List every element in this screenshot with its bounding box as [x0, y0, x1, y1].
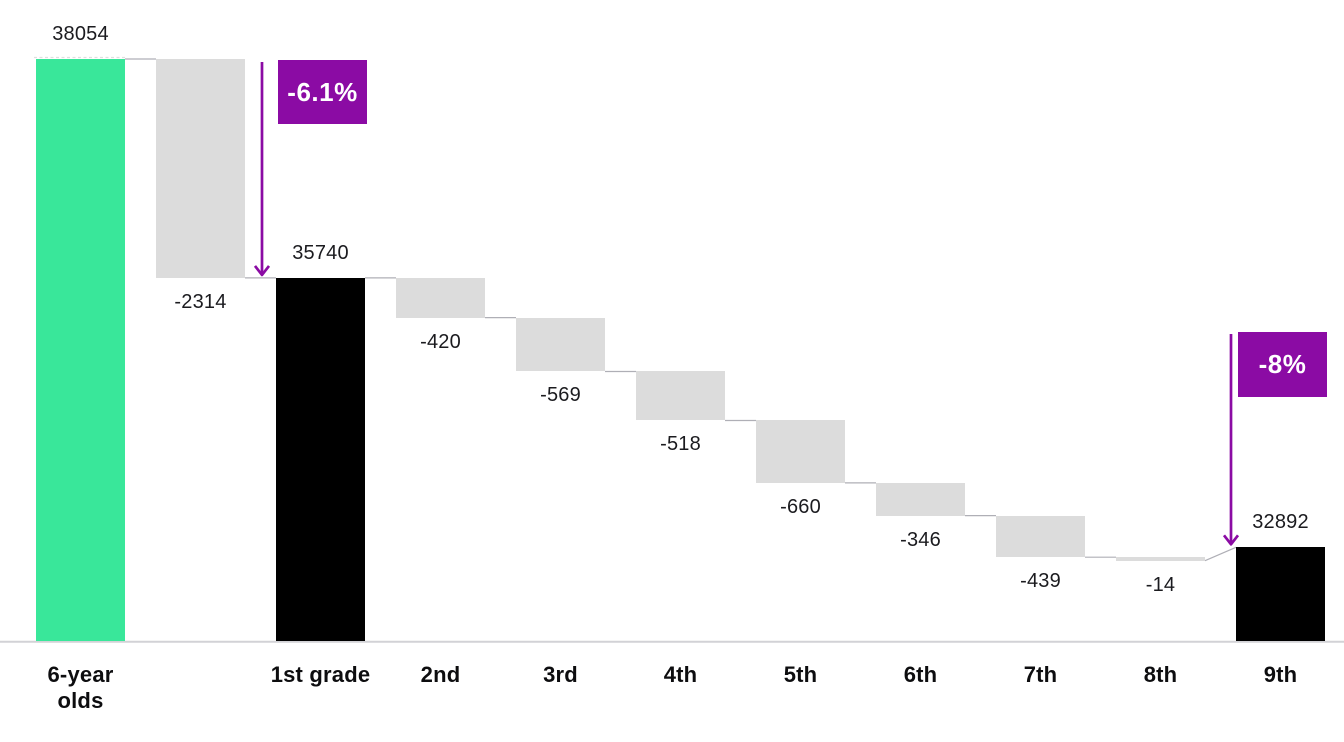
axis-label-8th: 8th	[1143, 662, 1178, 687]
value-label: 32892	[1252, 511, 1309, 534]
value-label: 38054	[52, 23, 109, 45]
annotation-badge-first-grade-drop: -6.1%	[278, 60, 367, 124]
bar-1st-grade	[276, 277, 365, 641]
bar-7th	[996, 515, 1085, 558]
value-label: -660	[780, 495, 821, 518]
annotation-arrowhead-icon	[1222, 534, 1240, 546]
axis-label-2nd: 2nd	[420, 662, 461, 687]
bar-3rd	[516, 317, 605, 372]
axis-label-6th: 6th	[903, 662, 938, 687]
bar-2nd	[396, 277, 485, 318]
value-label: 35740	[292, 241, 349, 264]
axis-label-5th: 5th	[783, 662, 818, 687]
value-label: -346	[900, 528, 941, 551]
axis-label-9th: 9th	[1263, 662, 1298, 687]
connector-line	[1204, 546, 1237, 562]
axis-label-6-year-olds: 6-year olds	[47, 662, 114, 713]
bar-4th	[636, 371, 725, 421]
bar-5th	[756, 420, 845, 483]
axis-label-3rd: 3rd	[543, 662, 578, 687]
axis-label-1st-grade: 1st grade	[270, 662, 371, 687]
bar-6th	[876, 482, 965, 516]
bar-8th	[1116, 557, 1205, 561]
bar-drop-1	[156, 59, 245, 278]
value-label: -2314	[174, 290, 227, 313]
value-label: -14	[1145, 573, 1176, 596]
value-label: -518	[660, 433, 701, 456]
annotation-arrowhead-icon	[253, 265, 271, 277]
axis-label-4th: 4th	[663, 662, 698, 687]
value-label: -420	[420, 330, 461, 353]
annotation-badge-ninth-grade-drop: -8%	[1238, 332, 1327, 397]
bar-9th	[1236, 547, 1325, 641]
value-label: -439	[1020, 570, 1061, 593]
bar-6-year-olds	[36, 59, 125, 641]
value-label: -569	[540, 384, 581, 407]
axis-label-7th: 7th	[1023, 662, 1058, 687]
